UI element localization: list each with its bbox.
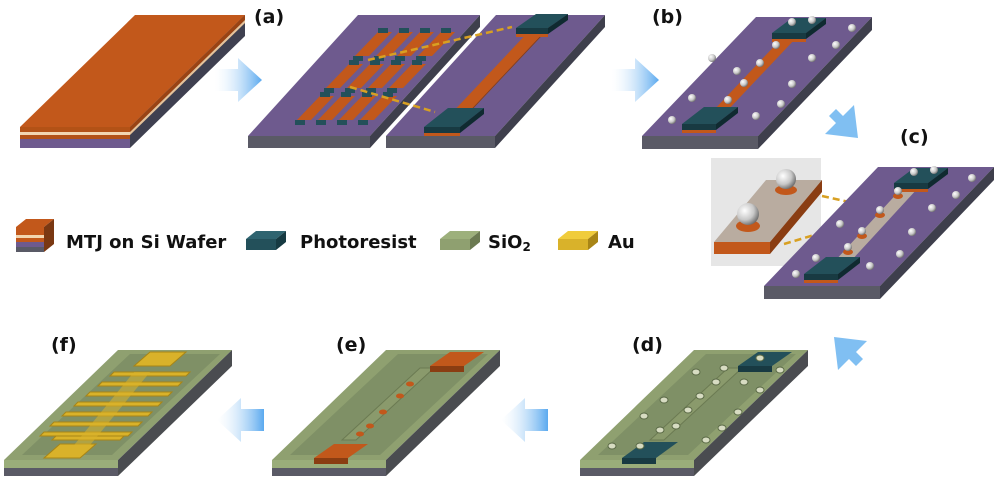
sio2-subscript: 2: [522, 240, 531, 254]
wafer-c: [764, 166, 994, 299]
panel-label-e: (e): [336, 334, 367, 356]
wafer-b: [642, 16, 872, 149]
arrow-right-icon: [612, 58, 659, 102]
legend-label-au: Au: [608, 232, 635, 253]
arrow-right-icon: [215, 58, 262, 102]
arrow-left-icon: [217, 398, 264, 442]
wafer-a-zoom: [386, 14, 605, 148]
panel-label-b: (b): [652, 6, 683, 28]
legend-swatch-sio2: [440, 231, 480, 250]
zoom-dashed-lines: [349, 25, 513, 114]
arrow-down-right-icon: [820, 105, 858, 138]
wafer-mtj: [20, 15, 245, 148]
panel-label-a: (a): [254, 6, 285, 28]
legend-swatch-photoresist: [246, 231, 286, 250]
sio2-base: SiO: [488, 232, 523, 253]
panel-label-c: (c): [900, 126, 929, 148]
legend-swatch-au: [558, 231, 598, 250]
legend-label-mtj: MTJ on Si Wafer: [66, 232, 227, 253]
arrow-left-icon: [501, 398, 548, 442]
panel-label-f: (f): [51, 334, 77, 356]
arrow-down-left-icon: [834, 337, 867, 375]
panel-label-d: (d): [632, 334, 663, 356]
wafer-f: [4, 350, 232, 476]
legend-label-sio2: SiO2: [488, 232, 531, 254]
legend-label-photoresist: Photoresist: [300, 232, 417, 253]
legend-swatch-mtj: [16, 219, 54, 252]
inset-zoom: [711, 158, 822, 266]
wafer-e: [272, 350, 500, 476]
wafer-d: [580, 350, 808, 476]
